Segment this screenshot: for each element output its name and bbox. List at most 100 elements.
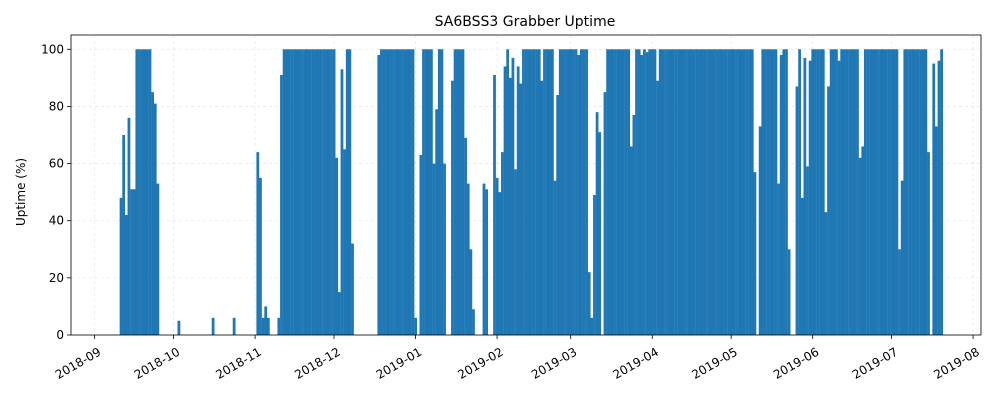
bar: [387, 49, 391, 336]
bar: [700, 49, 704, 336]
x-tick-label: 2019-06: [771, 345, 821, 382]
bar: [408, 49, 412, 336]
bar: [748, 49, 752, 336]
bar: [519, 83, 523, 335]
y-tick-label: 40: [49, 214, 64, 228]
bar: [422, 49, 425, 336]
bar: [853, 49, 857, 336]
x-tick-label: 2019-01: [374, 345, 424, 382]
bar: [916, 49, 920, 336]
bar: [280, 75, 283, 335]
bar: [385, 49, 389, 336]
bar: [295, 49, 299, 336]
bar: [148, 49, 152, 336]
bar: [658, 49, 662, 336]
bar: [850, 49, 854, 336]
bar: [590, 317, 594, 335]
bar: [885, 49, 888, 336]
bar: [764, 49, 767, 336]
bar: [727, 49, 730, 336]
y-tick-label: 60: [49, 157, 64, 171]
bar: [724, 49, 728, 336]
x-tick-label: 2018-09: [53, 345, 103, 382]
bar: [340, 69, 344, 336]
bar: [514, 169, 517, 335]
bar: [577, 55, 581, 335]
bar: [130, 189, 133, 335]
bar: [569, 49, 573, 336]
bar: [940, 49, 944, 336]
bar: [380, 49, 383, 336]
bar: [877, 49, 880, 336]
bar: [671, 49, 675, 336]
bar: [440, 49, 444, 336]
bar: [558, 49, 562, 336]
bar: [348, 49, 352, 336]
bar: [259, 177, 262, 335]
bar: [545, 49, 549, 336]
x-tick-label: 2019-03: [529, 345, 579, 382]
bar: [861, 146, 865, 335]
bar: [537, 49, 541, 336]
bar: [632, 115, 636, 335]
bar: [543, 49, 546, 336]
bar: [661, 49, 665, 336]
bar: [293, 49, 297, 336]
bar: [303, 49, 307, 336]
x-tick-label: 2018-12: [292, 345, 342, 382]
x-tick-label: 2018-10: [132, 345, 182, 382]
bar: [745, 49, 749, 336]
bar: [461, 49, 465, 336]
y-tick-label: 20: [49, 271, 64, 285]
bar: [682, 49, 686, 336]
bar: [771, 49, 775, 336]
bar: [285, 49, 289, 336]
bar: [287, 49, 291, 336]
bar: [753, 172, 757, 335]
bar: [782, 49, 786, 336]
bar: [742, 49, 746, 336]
bar: [595, 112, 599, 336]
bar: [911, 49, 915, 336]
bar: [871, 49, 875, 336]
bar: [703, 49, 707, 336]
bar: [827, 86, 830, 335]
bar: [458, 49, 462, 336]
bar: [574, 49, 578, 336]
bar: [608, 49, 612, 336]
bar: [621, 49, 625, 336]
bar: [550, 49, 554, 336]
bar: [879, 49, 883, 336]
bar: [785, 49, 788, 336]
bar: [890, 49, 894, 336]
bar: [653, 49, 657, 336]
bar: [330, 49, 333, 336]
bar: [561, 49, 565, 336]
bar: [511, 57, 515, 335]
bar: [619, 49, 623, 336]
bar: [932, 63, 936, 335]
bar: [769, 49, 773, 336]
bar: [572, 49, 575, 336]
bar: [516, 66, 520, 335]
bar: [140, 49, 144, 336]
bar: [524, 49, 528, 336]
x-tick-label: 2019-04: [611, 345, 661, 382]
x-axis-ticks: 2018-09 2018-10 2018-11 2018-12 2019-01 2019-…: [53, 335, 982, 382]
bar: [464, 137, 467, 335]
bar: [503, 66, 507, 335]
bar: [695, 49, 699, 336]
bar: [508, 77, 512, 335]
bar: [335, 157, 339, 335]
bar: [813, 49, 817, 336]
bar: [714, 49, 717, 336]
bar: [451, 80, 454, 335]
chart-title: SA6BSS3 Grabber Uptime: [435, 14, 616, 30]
bar: [898, 249, 901, 335]
bar: [398, 49, 402, 336]
bar: [816, 49, 820, 336]
bar: [627, 49, 631, 336]
bar: [616, 49, 620, 336]
bar: [732, 49, 736, 336]
bar: [711, 49, 715, 336]
